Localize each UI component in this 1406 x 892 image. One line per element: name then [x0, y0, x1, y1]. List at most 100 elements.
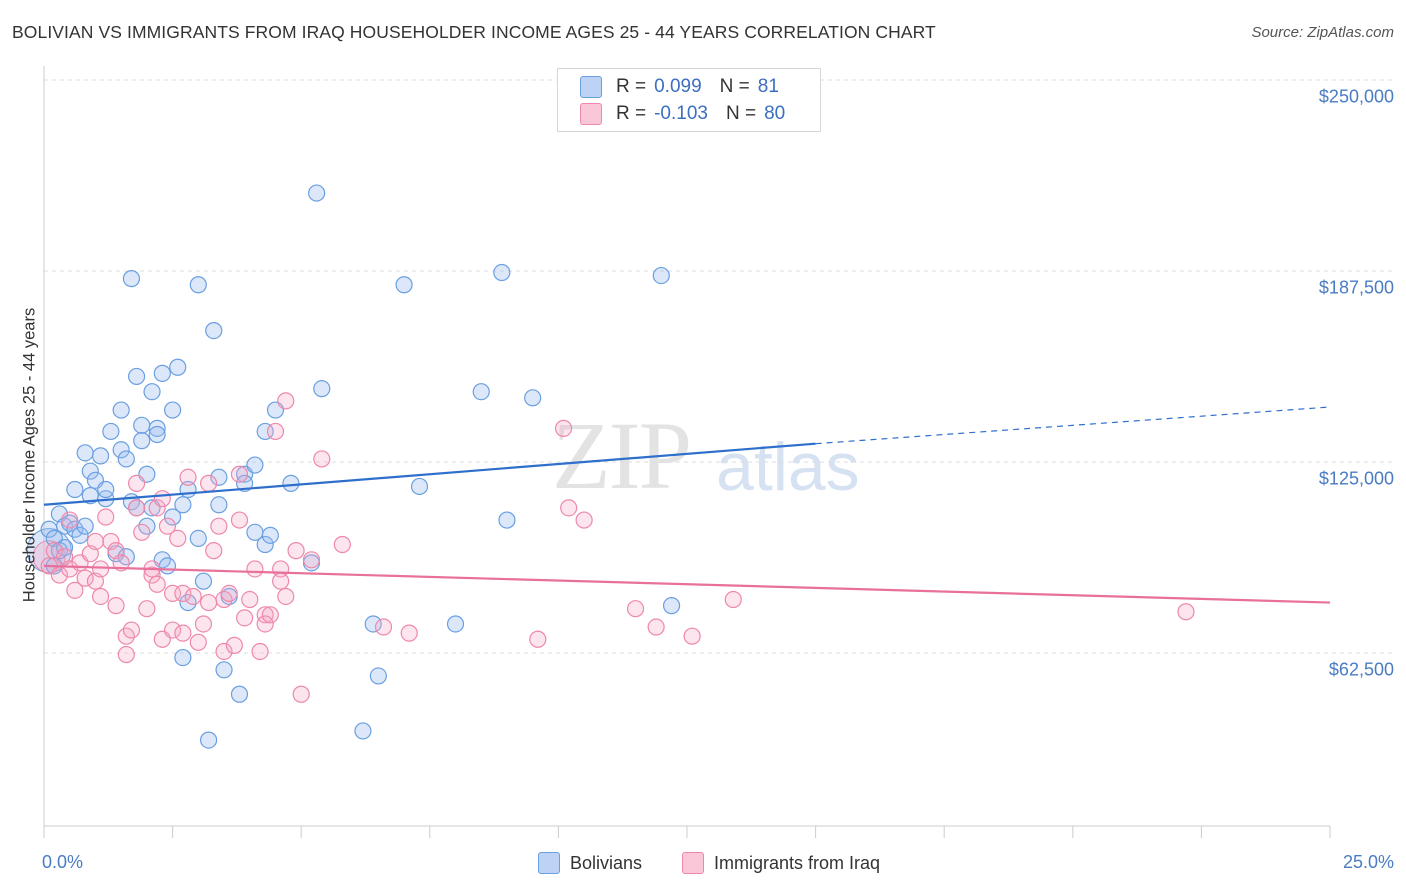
- bolivian-point: [282, 474, 300, 492]
- bolivian-point: [102, 422, 120, 441]
- iraq-point: [256, 615, 274, 633]
- iraq-point: [575, 511, 593, 529]
- iraq-point: [400, 624, 418, 642]
- bolivian-point: [313, 380, 331, 398]
- iraq-point: [374, 618, 393, 636]
- iraq-point: [724, 590, 742, 609]
- iraq-point: [91, 560, 110, 578]
- iraq-point: [153, 490, 171, 508]
- iraq-point: [220, 584, 238, 603]
- bolivian-point: [200, 731, 218, 749]
- iraq-point: [200, 474, 218, 492]
- iraq-point: [138, 600, 156, 618]
- iraq-point: [251, 642, 269, 661]
- iraq-point: [86, 532, 105, 551]
- bolivian-point: [164, 401, 182, 419]
- bolivian-point: [215, 661, 233, 679]
- source-label: Source: ZipAtlas.com: [1251, 24, 1394, 41]
- bottom-legend-bolivians: Bolivians: [538, 852, 642, 874]
- iraq-point: [230, 511, 249, 529]
- iraq-point: [277, 392, 295, 410]
- bolivian-point: [498, 511, 516, 529]
- bolivian-point: [81, 462, 99, 480]
- iraq-point: [112, 554, 130, 572]
- bolivian-point: [662, 597, 681, 615]
- correlation-legend: R = 0.099 N = 81 R = -0.103 N = 80: [557, 68, 821, 132]
- iraq-point: [683, 627, 701, 645]
- bolivian-point: [189, 529, 207, 548]
- x-tick-label-min: 0.0%: [42, 852, 84, 872]
- bolivian-point: [395, 276, 413, 294]
- iraq-point: [174, 584, 192, 603]
- iraq-point: [91, 587, 110, 606]
- iraq-point: [272, 572, 290, 590]
- bolivian-point: [189, 276, 207, 294]
- bolivian-point: [55, 538, 74, 557]
- iraq-point: [122, 621, 141, 639]
- bolivian-point: [524, 389, 542, 407]
- bolivian-point: [410, 477, 429, 496]
- iraq-point: [313, 450, 331, 468]
- iraq-point: [127, 499, 146, 517]
- legend-n-value: 80: [764, 103, 786, 124]
- iraq-point: [1177, 603, 1195, 621]
- iraq-point: [97, 508, 115, 526]
- iraq-point: [230, 465, 249, 483]
- y-axis-label: Householder Income Ages 25 - 44 years: [20, 307, 39, 603]
- iraq-point: [261, 606, 279, 624]
- iraq-point: [210, 517, 228, 535]
- iraq-point: [292, 685, 310, 703]
- bolivian-point: [369, 667, 387, 685]
- iraq-point: [133, 523, 151, 541]
- y-tick-label: $62,500: [1328, 659, 1394, 680]
- y-tick-label: $250,000: [1318, 86, 1394, 107]
- bolivian-point: [97, 480, 115, 499]
- iraq-point: [236, 609, 254, 627]
- bottom-legend-iraq: Immigrants from Iraq: [682, 852, 880, 874]
- iraq-point: [169, 529, 187, 548]
- bolivian-point: [76, 517, 94, 535]
- bolivian-point: [112, 441, 130, 459]
- iraq-point: [529, 630, 547, 648]
- iraq-point: [45, 542, 63, 560]
- bolivian-point: [652, 266, 670, 285]
- bolivian-point: [148, 419, 166, 437]
- bolivian-point: [308, 184, 326, 202]
- legend-n-label: N =: [719, 76, 750, 97]
- legend-n-label: N =: [725, 103, 757, 124]
- iraq-point: [225, 636, 243, 654]
- iraq-point: [194, 615, 213, 633]
- bolivian-point: [194, 572, 213, 590]
- iraq-point: [117, 645, 135, 664]
- legend-row-bolivians: R = 0.099 N = 81: [580, 76, 779, 98]
- bolivian-point: [122, 270, 141, 288]
- iraq-point: [246, 560, 264, 578]
- bolivian-point: [205, 321, 223, 340]
- bottom-legend-label: Bolivians: [570, 852, 643, 873]
- iraq-point: [148, 575, 166, 593]
- bolivian-point: [261, 526, 279, 544]
- iraq-point: [148, 499, 166, 517]
- iraq-point: [164, 621, 182, 639]
- bolivian-trend-extension: [815, 406, 1331, 445]
- iraq-point: [200, 593, 218, 612]
- legend-r-value: 0.099: [654, 76, 702, 97]
- iraq-point: [333, 535, 351, 554]
- iraq-trend-line: [43, 564, 1331, 604]
- bolivian-point: [158, 557, 177, 575]
- iraq-point: [184, 587, 202, 606]
- bolivian-point: [446, 615, 465, 633]
- iraq-point: [61, 511, 79, 529]
- bolivian-point: [354, 722, 372, 740]
- bolivian-point: [143, 383, 161, 401]
- bolivian-point: [153, 364, 171, 382]
- bolivian-point: [71, 526, 89, 544]
- iraq-point: [302, 551, 321, 569]
- iraq-point: [174, 624, 192, 642]
- iraq-point: [127, 474, 146, 492]
- iraq-point: [66, 581, 84, 599]
- iraq-point: [76, 569, 94, 587]
- bolivian-point: [364, 615, 382, 633]
- bolivian-point: [133, 432, 151, 450]
